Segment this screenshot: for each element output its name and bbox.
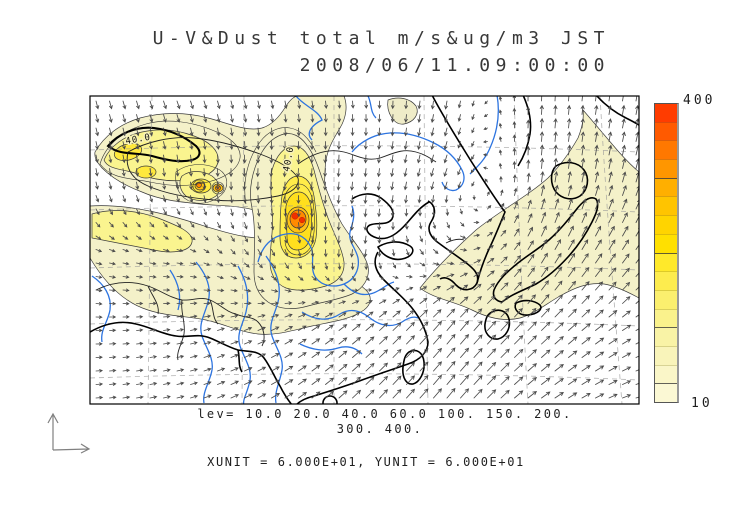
units-text: XUNIT = 6.000E+01, YUNIT = 6.000E+01 <box>207 455 525 469</box>
dust-maximum-marker <box>291 212 306 224</box>
map-frame <box>89 95 640 405</box>
colorbar <box>654 103 679 403</box>
contour-levels-text-cont: 300. 400. <box>336 422 424 436</box>
axes-arrows-icon <box>47 412 91 454</box>
plot-timestamp: 2008/06/11.09:00:00 <box>299 55 610 76</box>
colorbar-min-label: 10 <box>691 396 713 411</box>
colorbar-max-label: 400 <box>683 93 716 108</box>
contour-levels-text: lev= 10.0 20.0 40.0 60.0 100. 150. 200. <box>197 407 573 421</box>
plot-title: U-V&Dust total m/s&ug/m3 JST <box>152 28 610 49</box>
borders-layer <box>95 137 465 361</box>
wind-vectors-layer <box>94 96 639 400</box>
